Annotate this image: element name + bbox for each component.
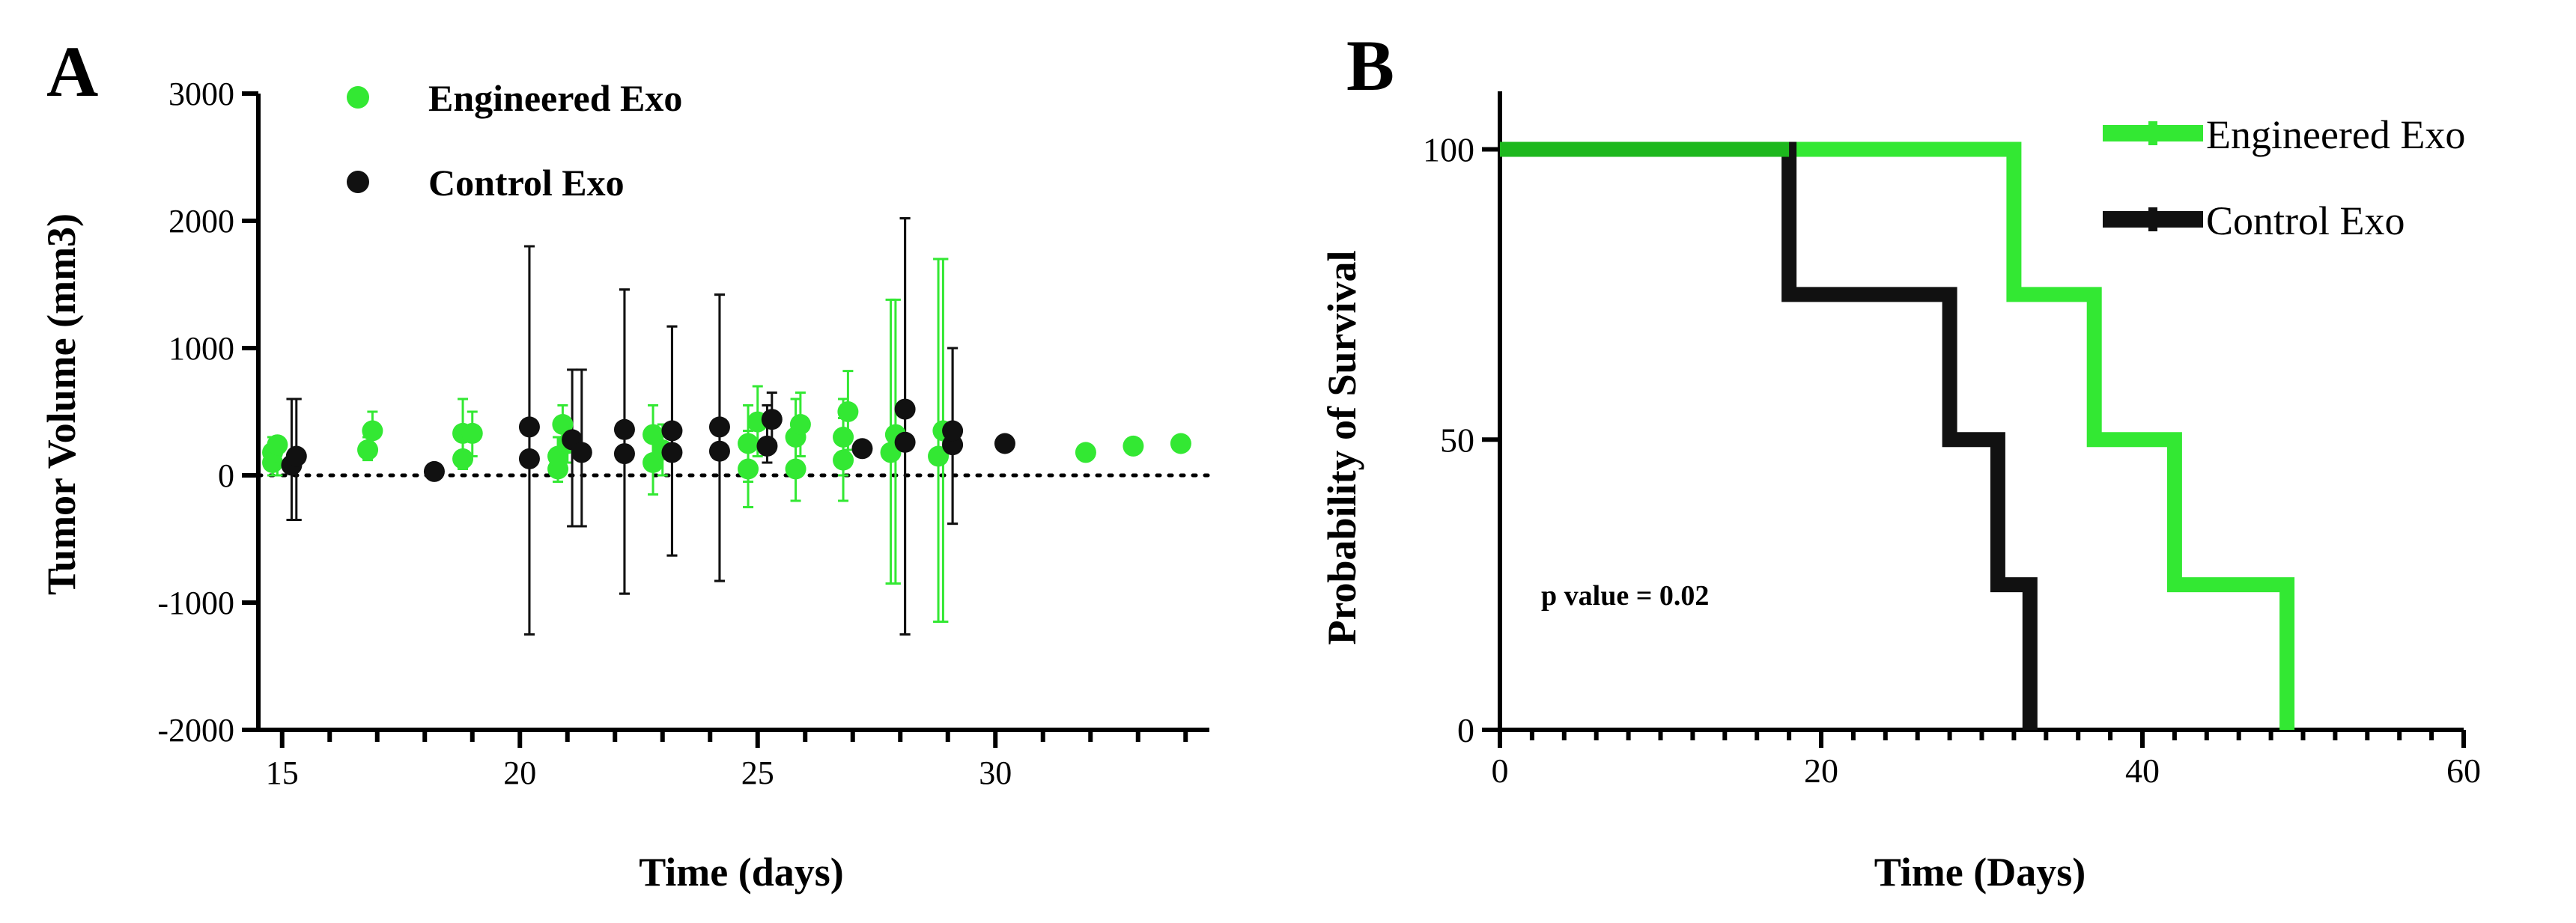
data-point-control: [661, 442, 683, 463]
panel-a-y-tick-label: 3000: [168, 76, 234, 112]
panel-b-x-tick-label: 20: [1804, 752, 1838, 790]
panel-a-points: [262, 398, 1191, 482]
legend-control-label-b: Control Exo: [2206, 198, 2405, 243]
legend-engineered-label: Engineered Exo: [428, 77, 682, 119]
data-point-engineered: [1075, 442, 1096, 463]
panel-a-axes: 3000 2000 1000 0 -1000 -2000 15 20 25 30: [157, 76, 1212, 791]
data-point-control: [708, 416, 730, 438]
panel-b-y-tick-label: 100: [1423, 131, 1474, 169]
legend-control-marker: [347, 171, 369, 193]
legend-engineered-label-b: Engineered Exo: [2206, 112, 2465, 157]
panel-b-x-label: Time (Days): [1874, 850, 2086, 895]
data-point-control: [613, 418, 635, 440]
panel-a-x-tick-label: 25: [741, 755, 774, 791]
panel-b-survival-curves: [1500, 141, 2295, 730]
data-point-control: [285, 445, 307, 467]
panel-a: A 3000 2000 1000 0 -1000 -2000 15 20 25 30 Time (…: [39, 31, 1212, 895]
panel-b-legend: Engineered Exo Control Exo: [2103, 112, 2465, 243]
data-point-control: [894, 431, 916, 453]
data-point-engineered: [789, 414, 811, 435]
data-point-engineered: [362, 420, 383, 442]
data-point-engineered: [837, 401, 859, 422]
data-point-control: [518, 416, 540, 438]
data-point-engineered: [738, 458, 759, 480]
panel-a-y-tick-label: -2000: [157, 712, 234, 749]
data-point-engineered: [833, 427, 854, 448]
panel-a-y-tick-label: 1000: [168, 330, 234, 367]
data-point-engineered: [461, 422, 483, 444]
data-point-engineered: [267, 434, 288, 456]
data-point-control: [894, 398, 916, 420]
data-point-engineered: [833, 449, 854, 471]
panel-b-y-label: Probability of Survival: [1319, 250, 1364, 645]
legend-engineered-marker: [347, 86, 369, 109]
panel-a-x-tick-label: 30: [979, 755, 1012, 791]
p-value-annotation: p value = 0.02: [1541, 580, 1709, 612]
survival-curve-engineered: [1500, 141, 2295, 730]
panel-b-x-tick-label: 60: [2446, 752, 2481, 790]
data-point-control: [756, 435, 778, 457]
data-point-control: [708, 440, 730, 462]
data-point-control: [942, 420, 964, 442]
data-point-control: [518, 448, 540, 469]
data-point-engineered: [1170, 433, 1191, 454]
data-point-engineered: [738, 433, 759, 454]
data-point-control: [661, 420, 683, 442]
data-point-engineered: [552, 414, 574, 435]
panel-b-x-tick-label: 0: [1492, 752, 1509, 790]
panel-a-y-tick-label: -1000: [157, 585, 234, 621]
panel-a-x-label: Time (days): [639, 850, 844, 895]
data-point-engineered: [357, 439, 379, 460]
survival-curve-control: [1500, 141, 2038, 730]
panel-b: B 100 50 00 20 40 60 Time (Days) Probability …: [1319, 25, 2481, 895]
panel-a-y-tick-label: 0: [218, 457, 234, 494]
data-point-control: [613, 443, 635, 465]
data-point-control: [851, 438, 873, 460]
panel-a-letter: A: [46, 31, 98, 112]
panel-a-legend: Engineered Exo Control Exo: [347, 77, 682, 204]
data-point-engineered: [643, 424, 664, 445]
panel-b-y-tick-label: 50: [1440, 421, 1474, 459]
data-point-control: [423, 460, 445, 482]
panel-a-x-tick-label: 20: [503, 755, 536, 791]
legend-control-label: Control Exo: [428, 162, 625, 204]
panel-a-x-tick-label: 15: [266, 755, 299, 791]
data-point-control: [994, 433, 1015, 454]
panel-b-axes: 100 50 00 20 40 60: [1423, 91, 2481, 790]
data-point-control: [761, 409, 783, 430]
panel-b-letter: B: [1346, 25, 1394, 106]
data-point-engineered: [928, 445, 950, 467]
panel-b-y-tick-label: 0: [1457, 711, 1474, 749]
panel-a-y-label: Tumor Volume (mm3): [39, 213, 84, 595]
data-point-engineered: [452, 448, 474, 469]
data-point-engineered: [785, 458, 806, 480]
panel-b-x-tick-label: 40: [2125, 752, 2160, 790]
panel-a-y-tick-label: 2000: [168, 203, 234, 240]
data-point-control: [571, 442, 592, 463]
data-point-engineered: [1123, 435, 1144, 457]
